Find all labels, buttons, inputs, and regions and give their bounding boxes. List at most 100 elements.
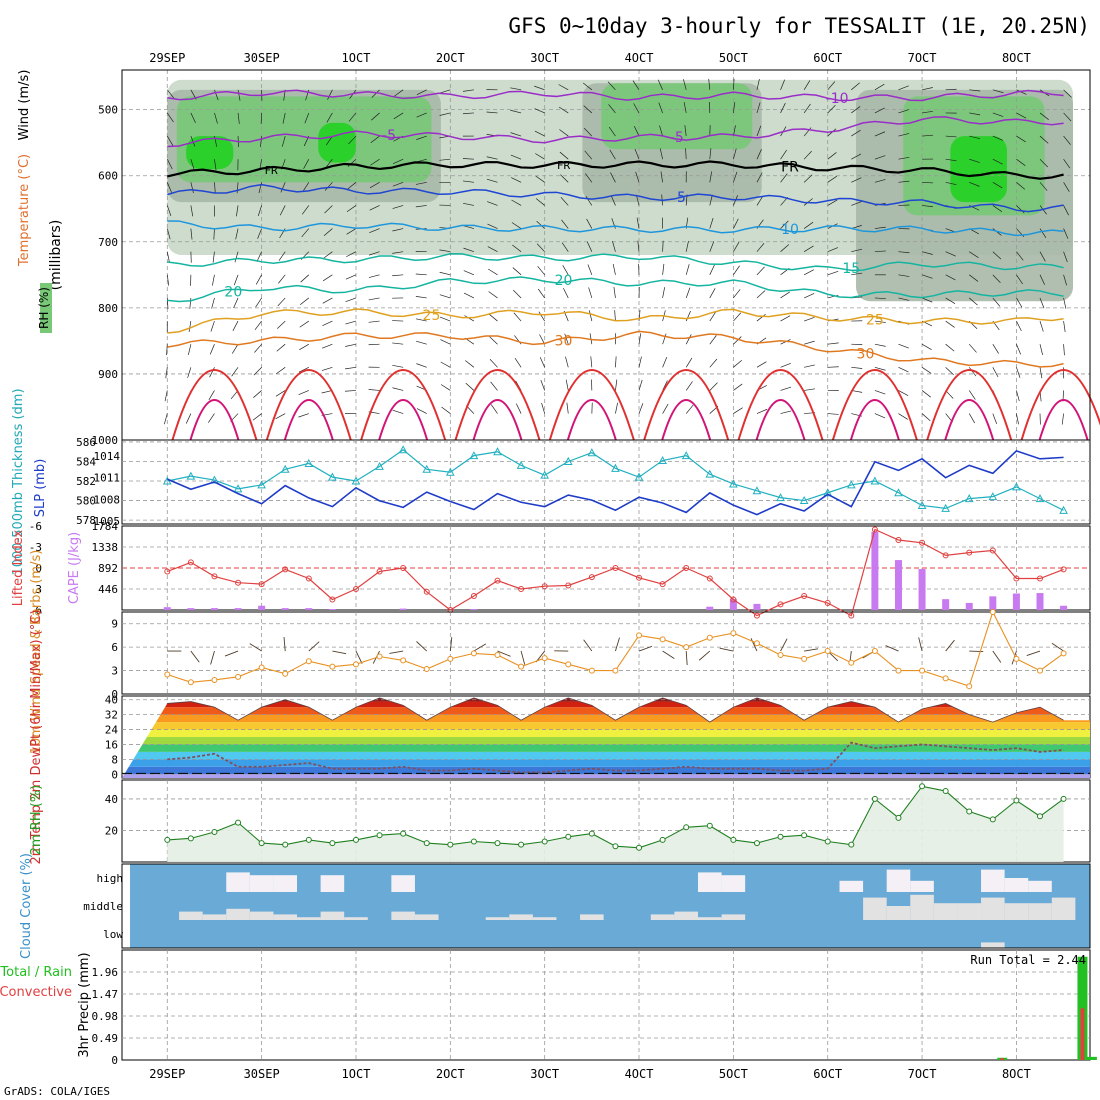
wind-barb bbox=[992, 367, 999, 378]
rh2m-point bbox=[518, 841, 525, 848]
wind-barb bbox=[559, 129, 569, 137]
wind-barb bbox=[992, 182, 1003, 189]
wind10m-barb bbox=[638, 645, 653, 652]
wind-barb bbox=[969, 251, 979, 259]
wind-barb bbox=[346, 205, 357, 213]
cloud-middle-cell bbox=[674, 911, 698, 920]
wind10m-point bbox=[966, 683, 973, 690]
wind-barb bbox=[945, 320, 955, 328]
wind10m-point bbox=[1013, 655, 1020, 662]
wind-barb bbox=[368, 274, 380, 278]
wind-barb bbox=[921, 390, 931, 398]
wind10m-ytick-9: 9 bbox=[111, 618, 118, 631]
isotherm-20 bbox=[167, 276, 1064, 303]
top-xtick-2: 1OCT bbox=[342, 51, 371, 65]
rh2m-point bbox=[258, 840, 265, 847]
precip-ytick-3: 1.47 bbox=[92, 988, 119, 1001]
wind-barb bbox=[392, 387, 404, 391]
wind-barb bbox=[534, 85, 545, 91]
rh2m-area bbox=[167, 786, 1064, 862]
wind-barb bbox=[992, 297, 1001, 307]
wind-barb bbox=[708, 78, 711, 90]
wind-barb bbox=[756, 361, 767, 368]
wind-barb bbox=[1063, 135, 1071, 145]
wind-barb bbox=[562, 265, 569, 275]
upper-wind-barbs bbox=[163, 78, 1072, 425]
wind-barb bbox=[392, 228, 404, 232]
bottom-xtick-1: 30SEP bbox=[244, 1067, 280, 1081]
wind-barb bbox=[615, 379, 618, 391]
wind-barb bbox=[211, 297, 215, 309]
thickness-point bbox=[280, 464, 290, 473]
wind-barb bbox=[756, 79, 760, 90]
wind-barb bbox=[780, 244, 790, 252]
wind-barb bbox=[535, 198, 545, 206]
wind10m-point bbox=[636, 632, 643, 639]
wind-barb bbox=[733, 242, 740, 252]
wind-barb bbox=[827, 104, 836, 114]
wind-barb bbox=[321, 366, 333, 371]
wind-barb bbox=[662, 240, 664, 252]
cloud-middle-cell bbox=[957, 903, 982, 920]
wind-barb bbox=[299, 343, 309, 351]
wind10m-barb bbox=[719, 647, 734, 652]
wind-barb bbox=[536, 220, 545, 229]
bottom-xtick-4: 3OCT bbox=[530, 1067, 559, 1081]
wind-barb bbox=[827, 128, 837, 137]
cape-bar bbox=[989, 596, 997, 610]
wind-barb bbox=[345, 366, 357, 370]
wind-barb bbox=[416, 340, 427, 345]
wind-barb bbox=[1063, 297, 1067, 309]
wind-barb bbox=[582, 82, 593, 91]
wind-barb bbox=[733, 218, 739, 229]
wind-barb bbox=[535, 153, 545, 160]
wind-barb bbox=[563, 287, 569, 299]
wind-barb bbox=[827, 366, 839, 368]
surface-isotherm-35-6 bbox=[737, 369, 824, 441]
wind-barb bbox=[275, 413, 286, 420]
wind-barb bbox=[347, 182, 357, 190]
wind10m-speed-line bbox=[167, 610, 1064, 687]
cape-bar bbox=[305, 608, 313, 610]
cape-ytick-2: 1338 bbox=[92, 541, 119, 554]
cape-bar bbox=[328, 609, 336, 610]
wind-barb bbox=[588, 287, 593, 299]
wind-barb bbox=[166, 135, 174, 146]
wind-barb bbox=[393, 112, 404, 120]
wind-barb bbox=[968, 367, 977, 377]
lifted-index-point bbox=[565, 582, 572, 589]
rh2m-point bbox=[400, 830, 407, 837]
wind-barb bbox=[164, 390, 168, 402]
wind-barb bbox=[1016, 251, 1024, 261]
upper-ytick-600: 600 bbox=[98, 170, 118, 183]
lifted-index-point bbox=[801, 593, 808, 599]
wind-barb bbox=[921, 343, 932, 351]
wind-barb bbox=[539, 334, 545, 345]
wind-barb bbox=[325, 158, 333, 169]
wind-barb bbox=[214, 89, 219, 101]
wind-barb bbox=[486, 178, 498, 183]
cloud-high-cell bbox=[886, 869, 911, 892]
rh2m-point bbox=[612, 843, 619, 850]
thickness-point bbox=[658, 455, 667, 465]
wind10m-point bbox=[258, 664, 265, 671]
wind-barb bbox=[803, 269, 815, 276]
wind-barb bbox=[608, 126, 616, 137]
wind-barb bbox=[370, 135, 380, 144]
wind-barb bbox=[637, 240, 640, 252]
wind-barb bbox=[969, 112, 981, 116]
lifted-index-point bbox=[848, 612, 855, 619]
lifted-index-point bbox=[1036, 575, 1043, 582]
precip-conv-label: Convective bbox=[0, 985, 72, 1000]
wind-barb bbox=[921, 274, 933, 279]
rh2m-point bbox=[565, 833, 572, 840]
wind-barb bbox=[685, 264, 690, 275]
wind-barb bbox=[256, 251, 262, 262]
wind-barb bbox=[392, 251, 404, 254]
wind-barb bbox=[898, 390, 909, 397]
wind-barb bbox=[921, 413, 931, 422]
rh2m-point bbox=[211, 829, 218, 836]
thickness-ytick-586: 586 bbox=[76, 436, 96, 449]
wind-barb bbox=[190, 135, 196, 147]
wind-barb bbox=[280, 182, 286, 193]
